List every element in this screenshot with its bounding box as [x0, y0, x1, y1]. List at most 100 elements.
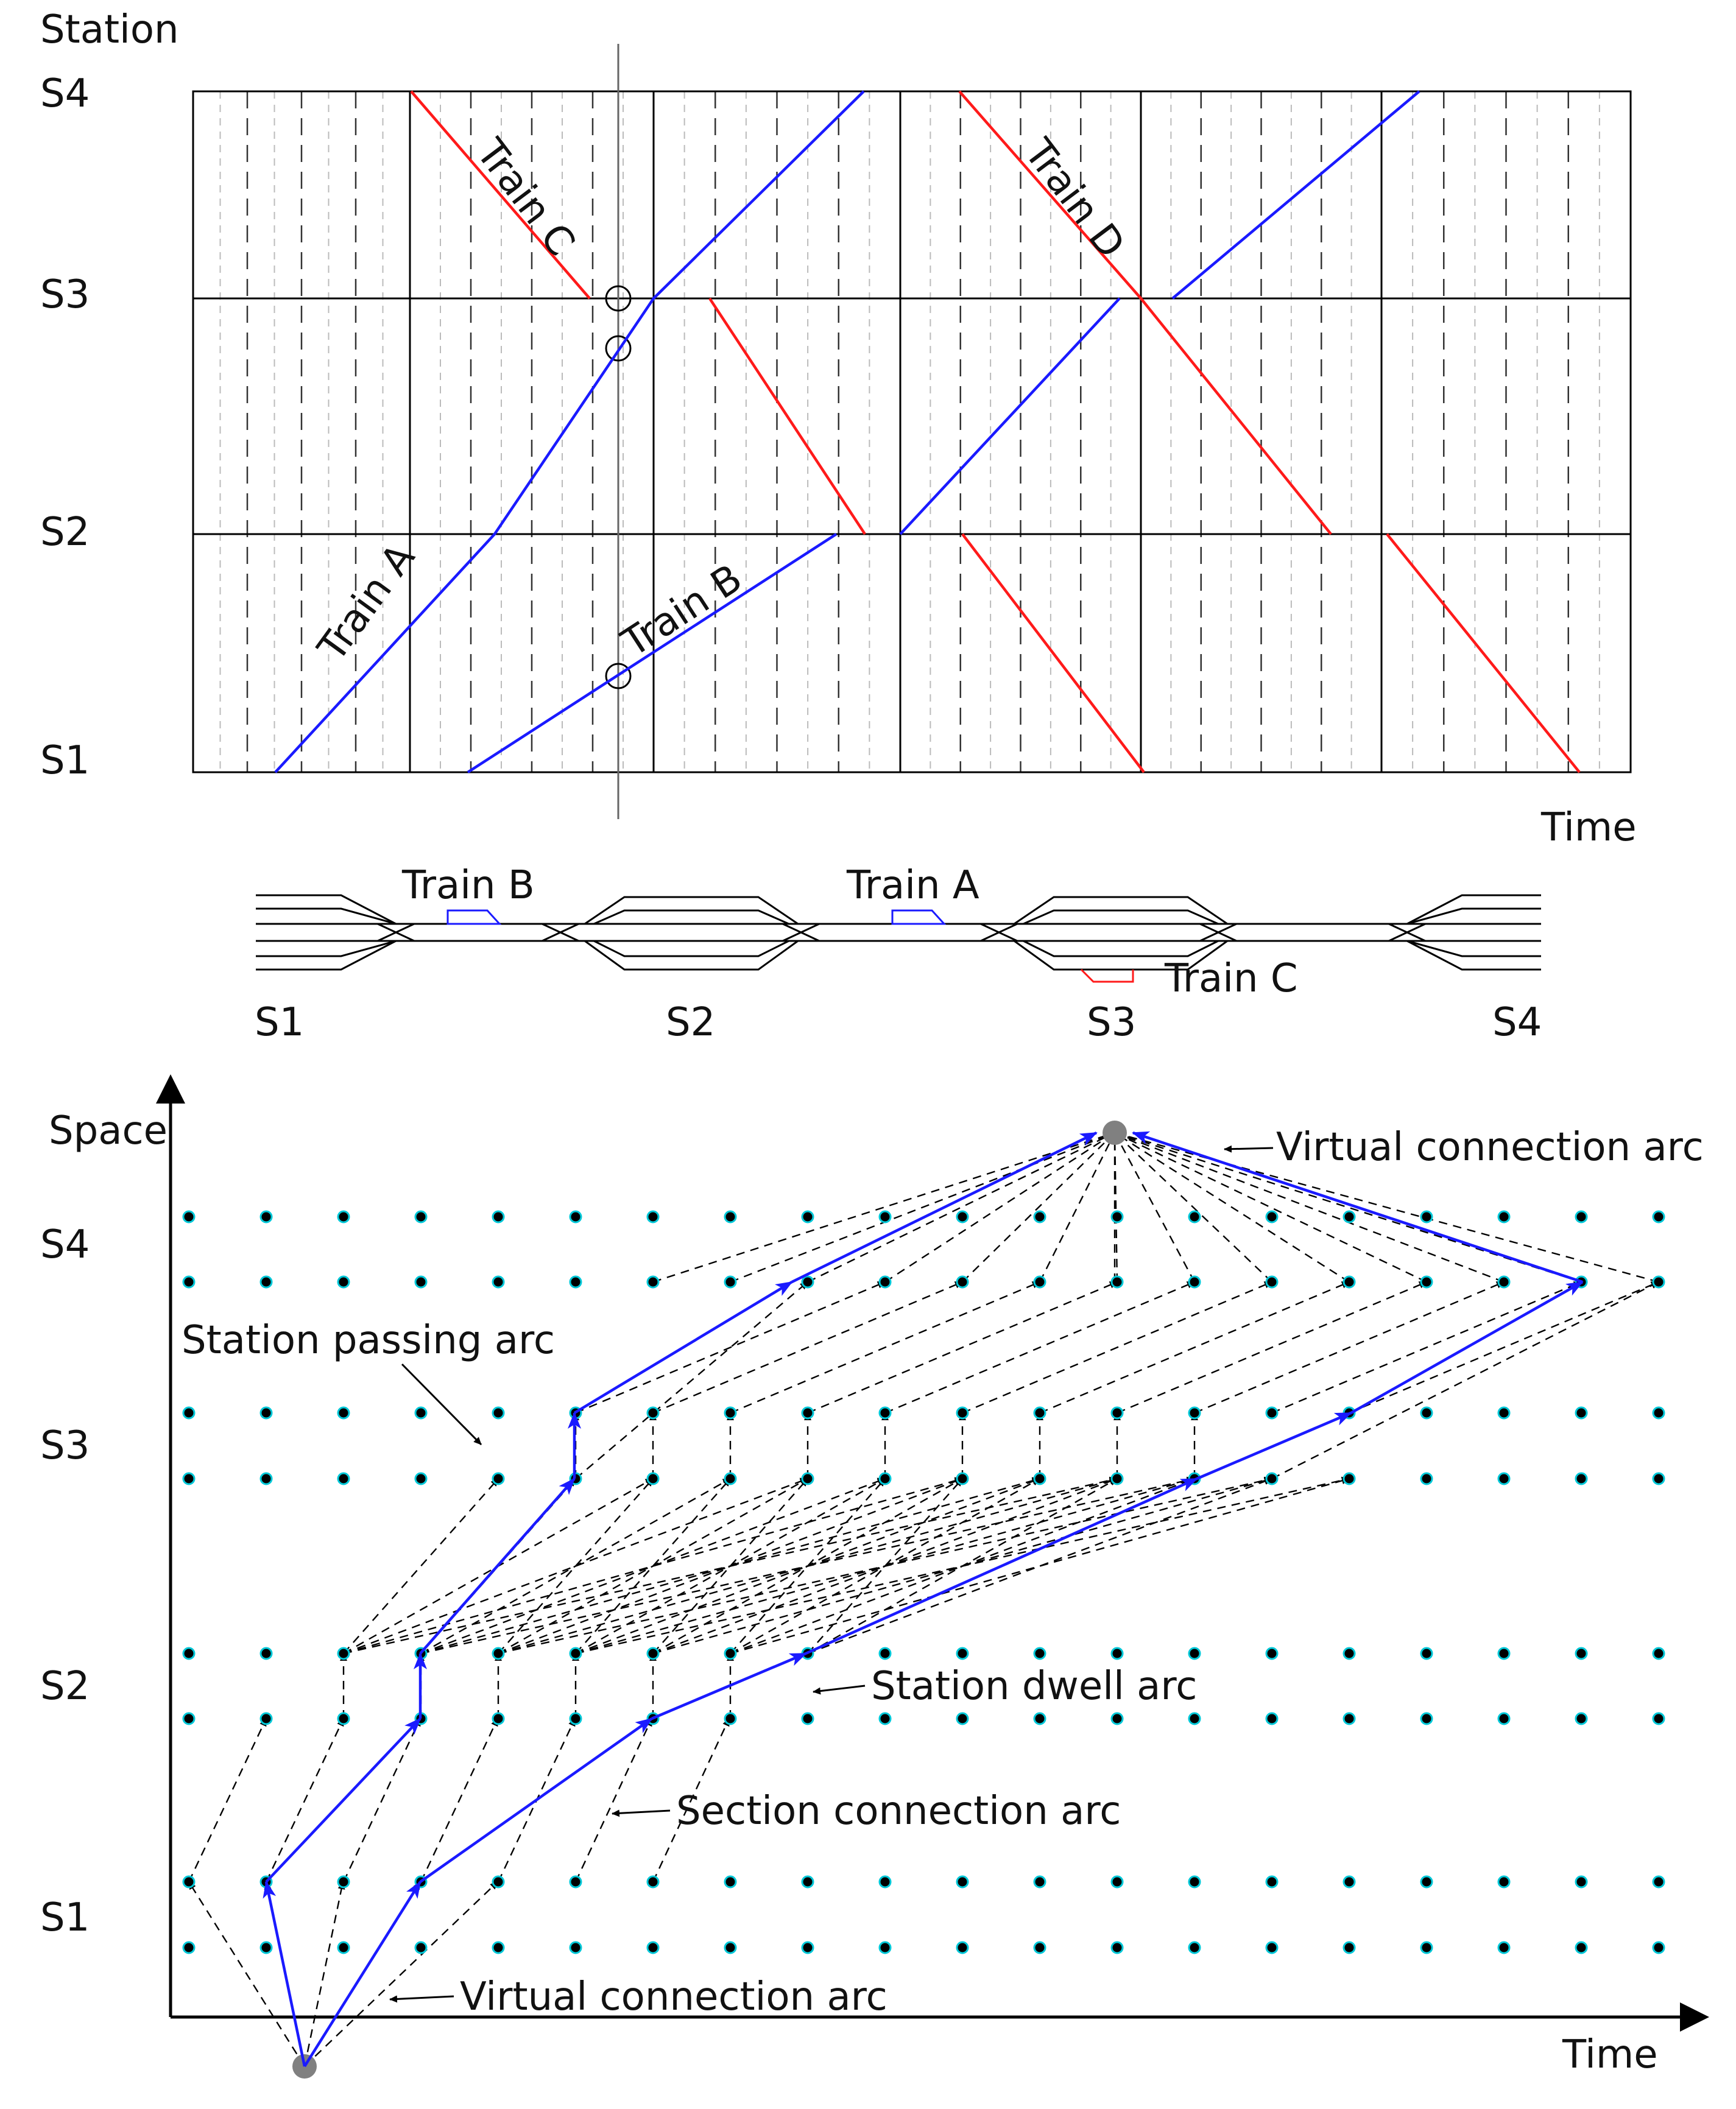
network-node	[1497, 1406, 1511, 1420]
track-train-c-label: Train C	[1164, 956, 1298, 1001]
network-node	[724, 1941, 737, 1954]
network-node	[1652, 1941, 1665, 1954]
network-node	[182, 1712, 196, 1725]
network-node	[1420, 1210, 1433, 1224]
section-arc-s2-s3	[498, 1477, 963, 1655]
network-node	[1420, 1941, 1433, 1954]
network-node	[801, 1941, 814, 1954]
network-node	[646, 1472, 660, 1485]
annotation-section-connection: Section connection arc	[676, 1789, 1121, 1834]
network-node	[1188, 1941, 1201, 1954]
network-node	[414, 1941, 428, 1954]
network-node	[182, 1210, 196, 1224]
virtual-sink-node	[1103, 1121, 1127, 1145]
yard-track-s1	[256, 940, 397, 971]
network-node	[878, 1647, 892, 1660]
station-loop-upper-inner	[1023, 909, 1219, 925]
network-node	[1575, 1875, 1588, 1889]
network-node	[1265, 1712, 1279, 1725]
annotation-virtual-connection-top: Virtual connection arc	[1276, 1125, 1704, 1170]
network-node	[956, 1647, 969, 1660]
track-lines	[256, 894, 1541, 983]
train-d-label: Train D	[1015, 130, 1134, 267]
section-arc-s2-s3	[498, 1478, 654, 1654]
network-node	[1343, 1472, 1356, 1485]
network-node	[1033, 1406, 1046, 1420]
network-node	[414, 1275, 428, 1289]
network-node	[956, 1941, 969, 1954]
network-node	[569, 1210, 582, 1224]
network-node	[259, 1712, 273, 1725]
virtual-sink-arc	[884, 1132, 1115, 1283]
network-node	[1420, 1647, 1433, 1660]
network-node	[956, 1472, 969, 1485]
station-loop-upper-inner	[593, 909, 789, 925]
network-node	[724, 1712, 737, 1725]
network-node	[492, 1275, 505, 1289]
section-arc-s3-s4	[575, 1281, 886, 1414]
selected-path-a-arc	[419, 1477, 576, 1655]
section-arc-s2-s3	[730, 1477, 1040, 1655]
down-train-line	[958, 90, 1332, 535]
down-train-line	[410, 90, 591, 300]
network-node	[1265, 1472, 1279, 1485]
network-node	[1033, 1472, 1046, 1485]
network-node	[1033, 1941, 1046, 1954]
network-node	[1110, 1406, 1124, 1420]
virtual-sink-arc	[1114, 1132, 1505, 1283]
virtual-sink-arc	[1114, 1132, 1350, 1283]
network-node	[956, 1875, 969, 1889]
network-node	[1033, 1647, 1046, 1660]
station-loop-upper	[584, 896, 799, 925]
section-arc-s3-s4	[1349, 1281, 1659, 1414]
section-arc-s2-s3	[498, 1477, 1118, 1655]
section-arc-s3-s4	[884, 1281, 1195, 1414]
network-node	[1575, 1941, 1588, 1954]
station-label-s3: S3	[40, 272, 90, 317]
network-node	[801, 1275, 814, 1289]
annotation-station-passing: Station passing arc	[182, 1318, 555, 1363]
station-label-s1: S1	[40, 738, 90, 783]
section-arc-s1-s2	[342, 1718, 422, 1882]
network-node	[1497, 1712, 1511, 1725]
network-node	[1652, 1275, 1665, 1289]
crossover	[980, 923, 1018, 942]
network-node	[337, 1647, 350, 1660]
network-node	[492, 1472, 505, 1485]
annotation-pointer	[389, 1995, 454, 2003]
network-node	[259, 1472, 273, 1485]
virtual-sink-arc	[807, 1132, 1115, 1283]
section-arc-s2-s3	[420, 1477, 1040, 1655]
network-node	[1188, 1406, 1201, 1420]
conflict-circle	[605, 663, 632, 689]
up-train-line	[899, 297, 1121, 535]
section-arc-s2-s3	[420, 1477, 731, 1655]
network-station-s3: S3	[40, 1423, 90, 1468]
network-x-axis-label: Time	[1562, 2032, 1658, 2077]
section-arc-s1-s2	[574, 1718, 653, 1882]
virtual-sink-arc	[730, 1132, 1115, 1283]
network-node	[646, 1647, 660, 1660]
section-arc-s1-s2	[420, 1718, 499, 1882]
section-arc-s2-s3	[420, 1477, 886, 1655]
station-label-s4: S4	[40, 71, 90, 116]
network-node	[259, 1406, 273, 1420]
network-node	[1110, 1275, 1124, 1289]
network-node	[1497, 1275, 1511, 1289]
section-arc-s3-s4	[962, 1281, 1272, 1414]
network-node	[492, 1647, 505, 1660]
network-node	[1188, 1275, 1201, 1289]
network-node	[414, 1472, 428, 1485]
network-node	[956, 1406, 969, 1420]
network-node	[646, 1875, 660, 1889]
network-node	[1575, 1210, 1588, 1224]
network-node	[1497, 1941, 1511, 1954]
section-arc-s3-s4	[1271, 1281, 1582, 1414]
section-arc-s2-s3	[652, 1477, 1272, 1655]
network-node	[259, 1210, 273, 1224]
section-arc-s2-s3	[575, 1477, 1040, 1655]
network-node	[1110, 1875, 1124, 1889]
network-node	[956, 1210, 969, 1224]
station-loop-lower	[1014, 940, 1228, 971]
